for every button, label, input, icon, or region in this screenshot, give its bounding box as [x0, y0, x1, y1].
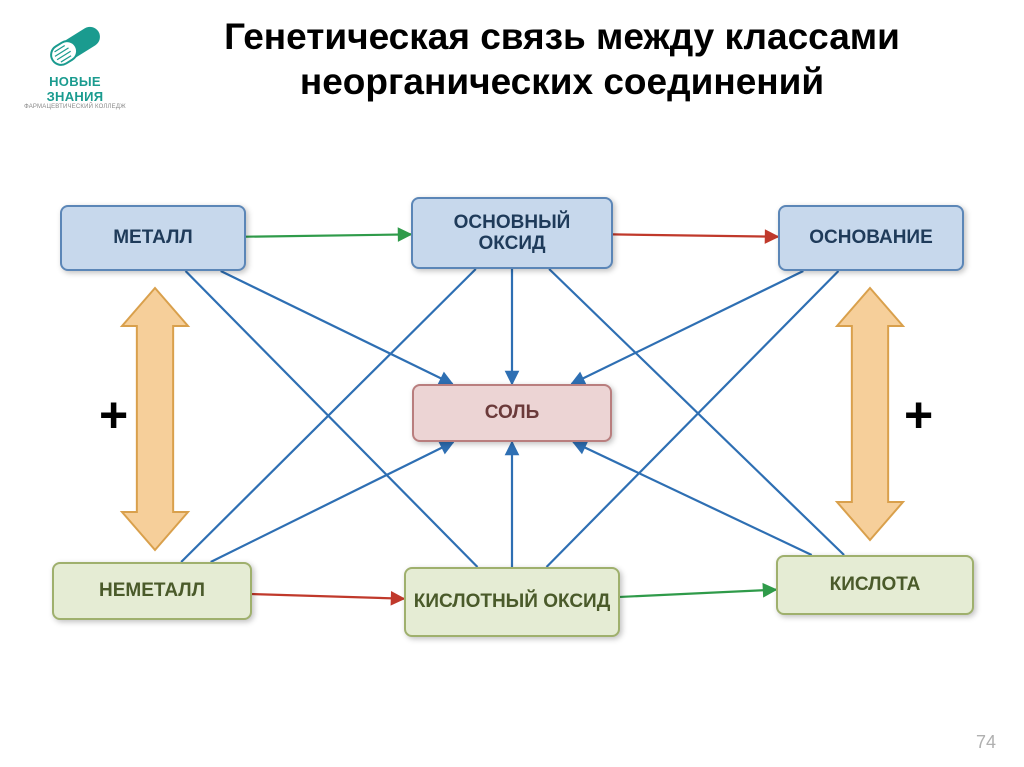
- node-salt: СОЛЬ: [412, 384, 612, 442]
- node-basic_oxide: ОСНОВНЫЙ ОКСИД: [411, 197, 613, 269]
- node-base: ОСНОВАНИЕ: [778, 205, 964, 271]
- logo-sub: ФАРМАЦЕВТИЧЕСКИЙ КОЛЛЕДЖ: [20, 104, 130, 110]
- plus-right: +: [904, 386, 933, 444]
- page-title: Генетическая связь между классами неорга…: [140, 14, 984, 104]
- node-acid: КИСЛОТА: [776, 555, 974, 615]
- logo: НОВЫЕ ЗНАНИЯ ФАРМАЦЕВТИЧЕСКИЙ КОЛЛЕДЖ: [20, 18, 130, 110]
- logo-pill-icon: [40, 18, 110, 72]
- plus-left: +: [99, 386, 128, 444]
- node-nonmetal: НЕМЕТАЛЛ: [52, 562, 252, 620]
- logo-brand: НОВЫЕ ЗНАНИЯ: [20, 74, 130, 104]
- page-number: 74: [976, 732, 996, 753]
- node-acid_oxide: КИСЛОТНЫЙ ОКСИД: [404, 567, 620, 637]
- node-metal: МЕТАЛЛ: [60, 205, 246, 271]
